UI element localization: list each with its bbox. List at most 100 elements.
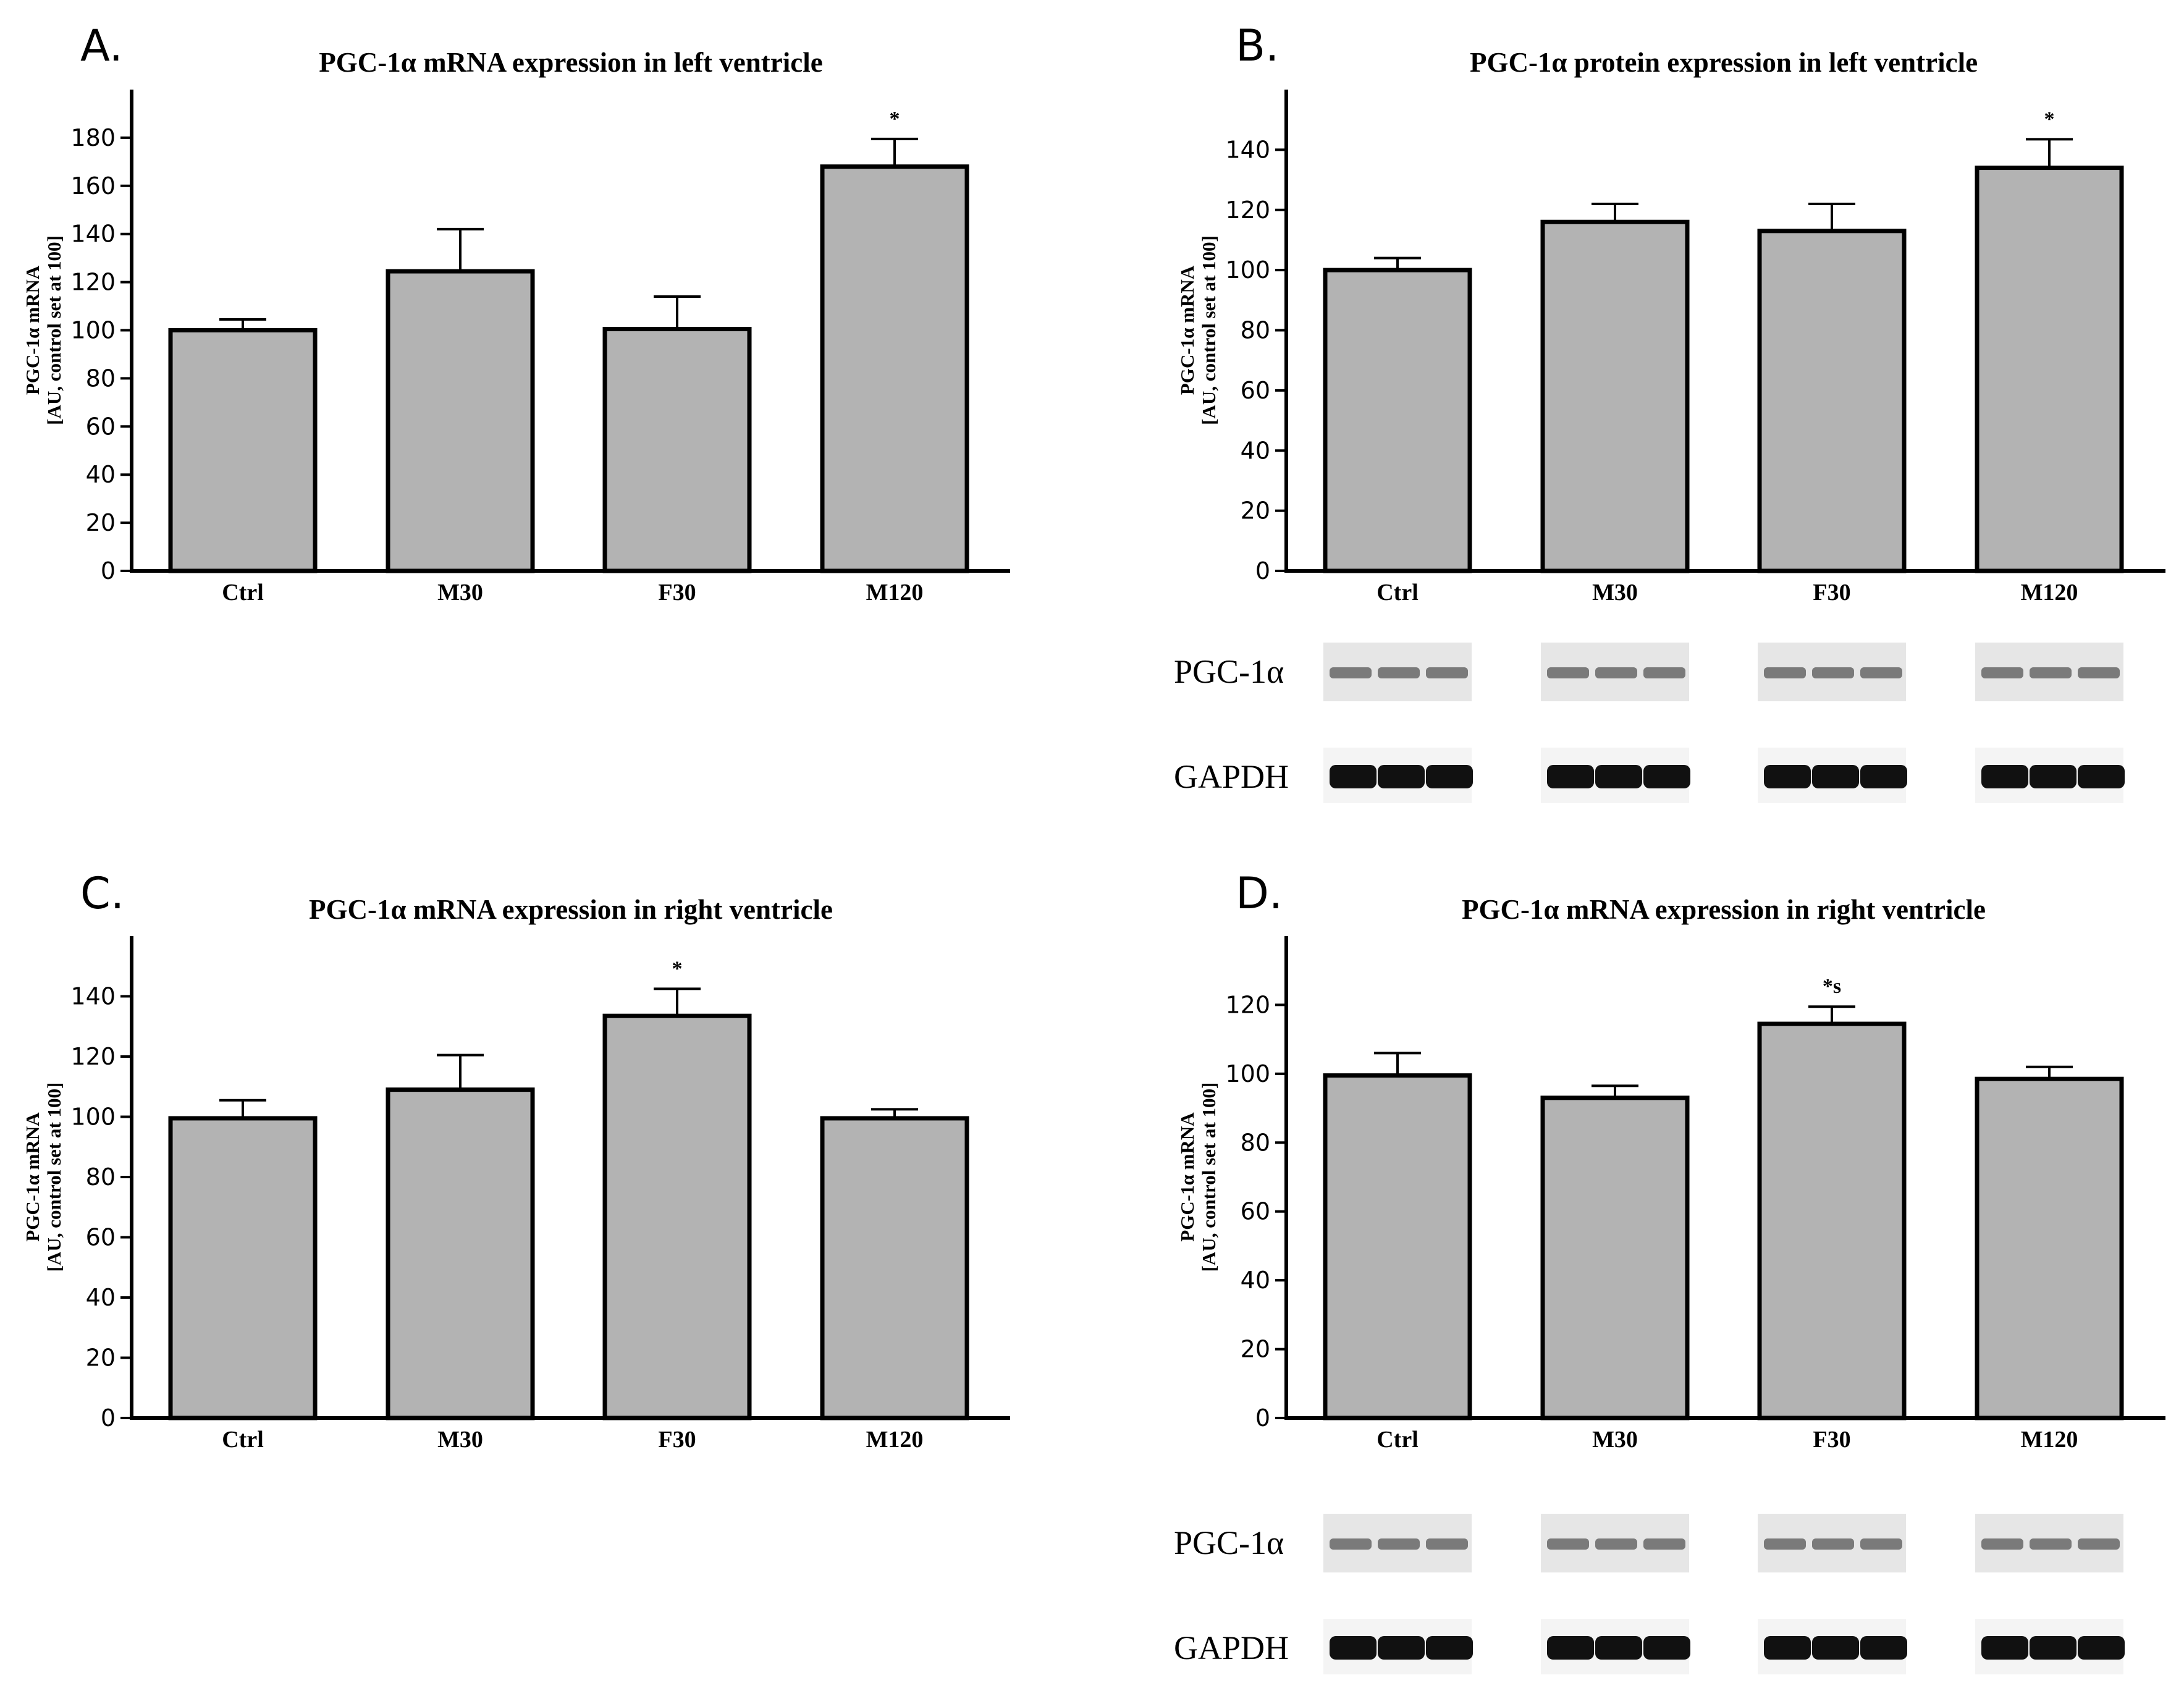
blot-band — [1860, 1636, 1907, 1660]
blot-band — [1981, 765, 2028, 788]
chart-title: PGC-1α protein expression in left ventri… — [1470, 47, 1978, 78]
bar — [1757, 1021, 1907, 1420]
x-tick-label: M30 — [1592, 1427, 1638, 1453]
y-tick-label: 100 — [1225, 1060, 1270, 1087]
y-tick-label: 100 — [70, 317, 116, 344]
blot-band — [1330, 1636, 1377, 1660]
panel-letter: D. — [1236, 868, 1283, 919]
blot-band — [1812, 1538, 1854, 1550]
blot-label-pgc: PGC-1α — [1174, 653, 1284, 690]
y-tick-label: 80 — [1241, 317, 1270, 344]
y-tick-label: 120 — [70, 1043, 116, 1070]
y-tick-label: 60 — [1241, 1198, 1270, 1225]
x-tick-label: M30 — [1592, 580, 1638, 606]
y-axis-label: [AU, control set at 100] — [1198, 235, 1220, 425]
x-tick-label: F30 — [658, 1427, 696, 1453]
blot-band — [2030, 765, 2076, 788]
y-tick-label: 140 — [70, 221, 116, 248]
x-tick-label: M120 — [2021, 580, 2078, 606]
y-tick-label: 0 — [101, 557, 116, 584]
blot-band — [2078, 765, 2125, 788]
blot-band — [1547, 1538, 1589, 1550]
y-tick-label: 80 — [1241, 1129, 1270, 1156]
y-tick-label: 40 — [86, 1284, 116, 1311]
blot-label-gapdh: GAPDH — [1174, 758, 1289, 795]
y-tick-label: 0 — [1255, 557, 1270, 584]
blot-band — [1595, 1636, 1642, 1660]
panel-a: A. PGC-1α mRNA expression in left ventric… — [22, 20, 1010, 606]
blot-label-pgc: PGC-1α — [1174, 1524, 1284, 1561]
blot-band — [1981, 1636, 2028, 1660]
panel-b: B. PGC-1α protein expression in left vent… — [1174, 20, 2165, 803]
blot-band — [1812, 765, 1859, 788]
significance-marker: * — [890, 108, 900, 130]
blot-band — [1378, 1636, 1425, 1660]
bar — [168, 328, 318, 573]
blot-band — [1764, 1538, 1806, 1550]
blot-band — [2078, 1538, 2120, 1550]
y-tick-label: 140 — [1225, 136, 1270, 163]
blot-band — [1643, 765, 1690, 788]
y-tick-label: 20 — [1241, 1336, 1270, 1363]
chart-title: PGC-1α mRNA expression in right ventricl… — [1462, 894, 1986, 925]
blot-band — [1547, 765, 1594, 788]
y-tick-label: 140 — [70, 983, 116, 1010]
blot-band — [1595, 667, 1637, 678]
blot-band — [1547, 1636, 1594, 1660]
bar — [602, 1013, 752, 1420]
bar — [1757, 229, 1907, 573]
y-tick-label: 40 — [1241, 437, 1270, 464]
y-tick-label: 120 — [1225, 196, 1270, 224]
bar — [1323, 1073, 1472, 1420]
blot-band — [1595, 765, 1642, 788]
y-tick-label: 0 — [1255, 1404, 1270, 1432]
x-tick-label: M120 — [2021, 1427, 2078, 1453]
x-tick-label: M30 — [437, 580, 483, 606]
blot-band — [1378, 1538, 1420, 1550]
bar — [386, 269, 535, 573]
panel-letter: B. — [1236, 20, 1279, 71]
x-tick-label: M120 — [866, 580, 924, 606]
blot-band — [1643, 1538, 1685, 1550]
bar — [168, 1116, 318, 1420]
x-tick-label: F30 — [658, 580, 696, 606]
y-tick-label: 120 — [70, 269, 116, 296]
blot-band — [1378, 765, 1425, 788]
y-tick-label: 100 — [70, 1104, 116, 1131]
blot-band — [1764, 765, 1811, 788]
blot-band — [1812, 1636, 1859, 1660]
y-tick-label: 20 — [86, 1344, 116, 1372]
bar — [1975, 166, 2124, 573]
bar — [1323, 268, 1472, 573]
chart-title: PGC-1α mRNA expression in left ventricle — [319, 47, 822, 78]
y-axis-label: [AU, control set at 100] — [43, 235, 65, 425]
blot-band — [1426, 667, 1468, 678]
blot-band — [2078, 667, 2120, 678]
x-tick-label: M120 — [866, 1427, 924, 1453]
significance-marker: *s — [1823, 975, 1841, 998]
blot-band — [1860, 1538, 1902, 1550]
x-tick-label: F30 — [1813, 1427, 1850, 1453]
y-tick-label: 80 — [86, 1163, 116, 1191]
x-tick-label: Ctrl — [222, 580, 264, 606]
x-tick-label: M30 — [437, 1427, 483, 1453]
y-tick-label: 20 — [86, 509, 116, 536]
blot-band — [1643, 1636, 1690, 1660]
bar — [602, 327, 752, 573]
blot-band — [1860, 667, 1902, 678]
bar — [820, 164, 969, 573]
bar — [1540, 1095, 1690, 1420]
blot-band — [1330, 667, 1372, 678]
y-axis-label: PGC-1α mRNA — [1176, 1112, 1198, 1242]
blot-band — [2078, 1636, 2125, 1660]
blot-band — [1643, 667, 1685, 678]
x-tick-label: Ctrl — [1377, 1427, 1419, 1453]
blot-band — [2030, 1538, 2072, 1550]
bar — [386, 1087, 535, 1420]
blot-band — [1426, 1538, 1468, 1550]
panel-letter: A. — [80, 20, 123, 71]
bar — [820, 1116, 969, 1420]
y-axis-label: [AU, control set at 100] — [1198, 1082, 1220, 1272]
blot-band — [1426, 765, 1473, 788]
